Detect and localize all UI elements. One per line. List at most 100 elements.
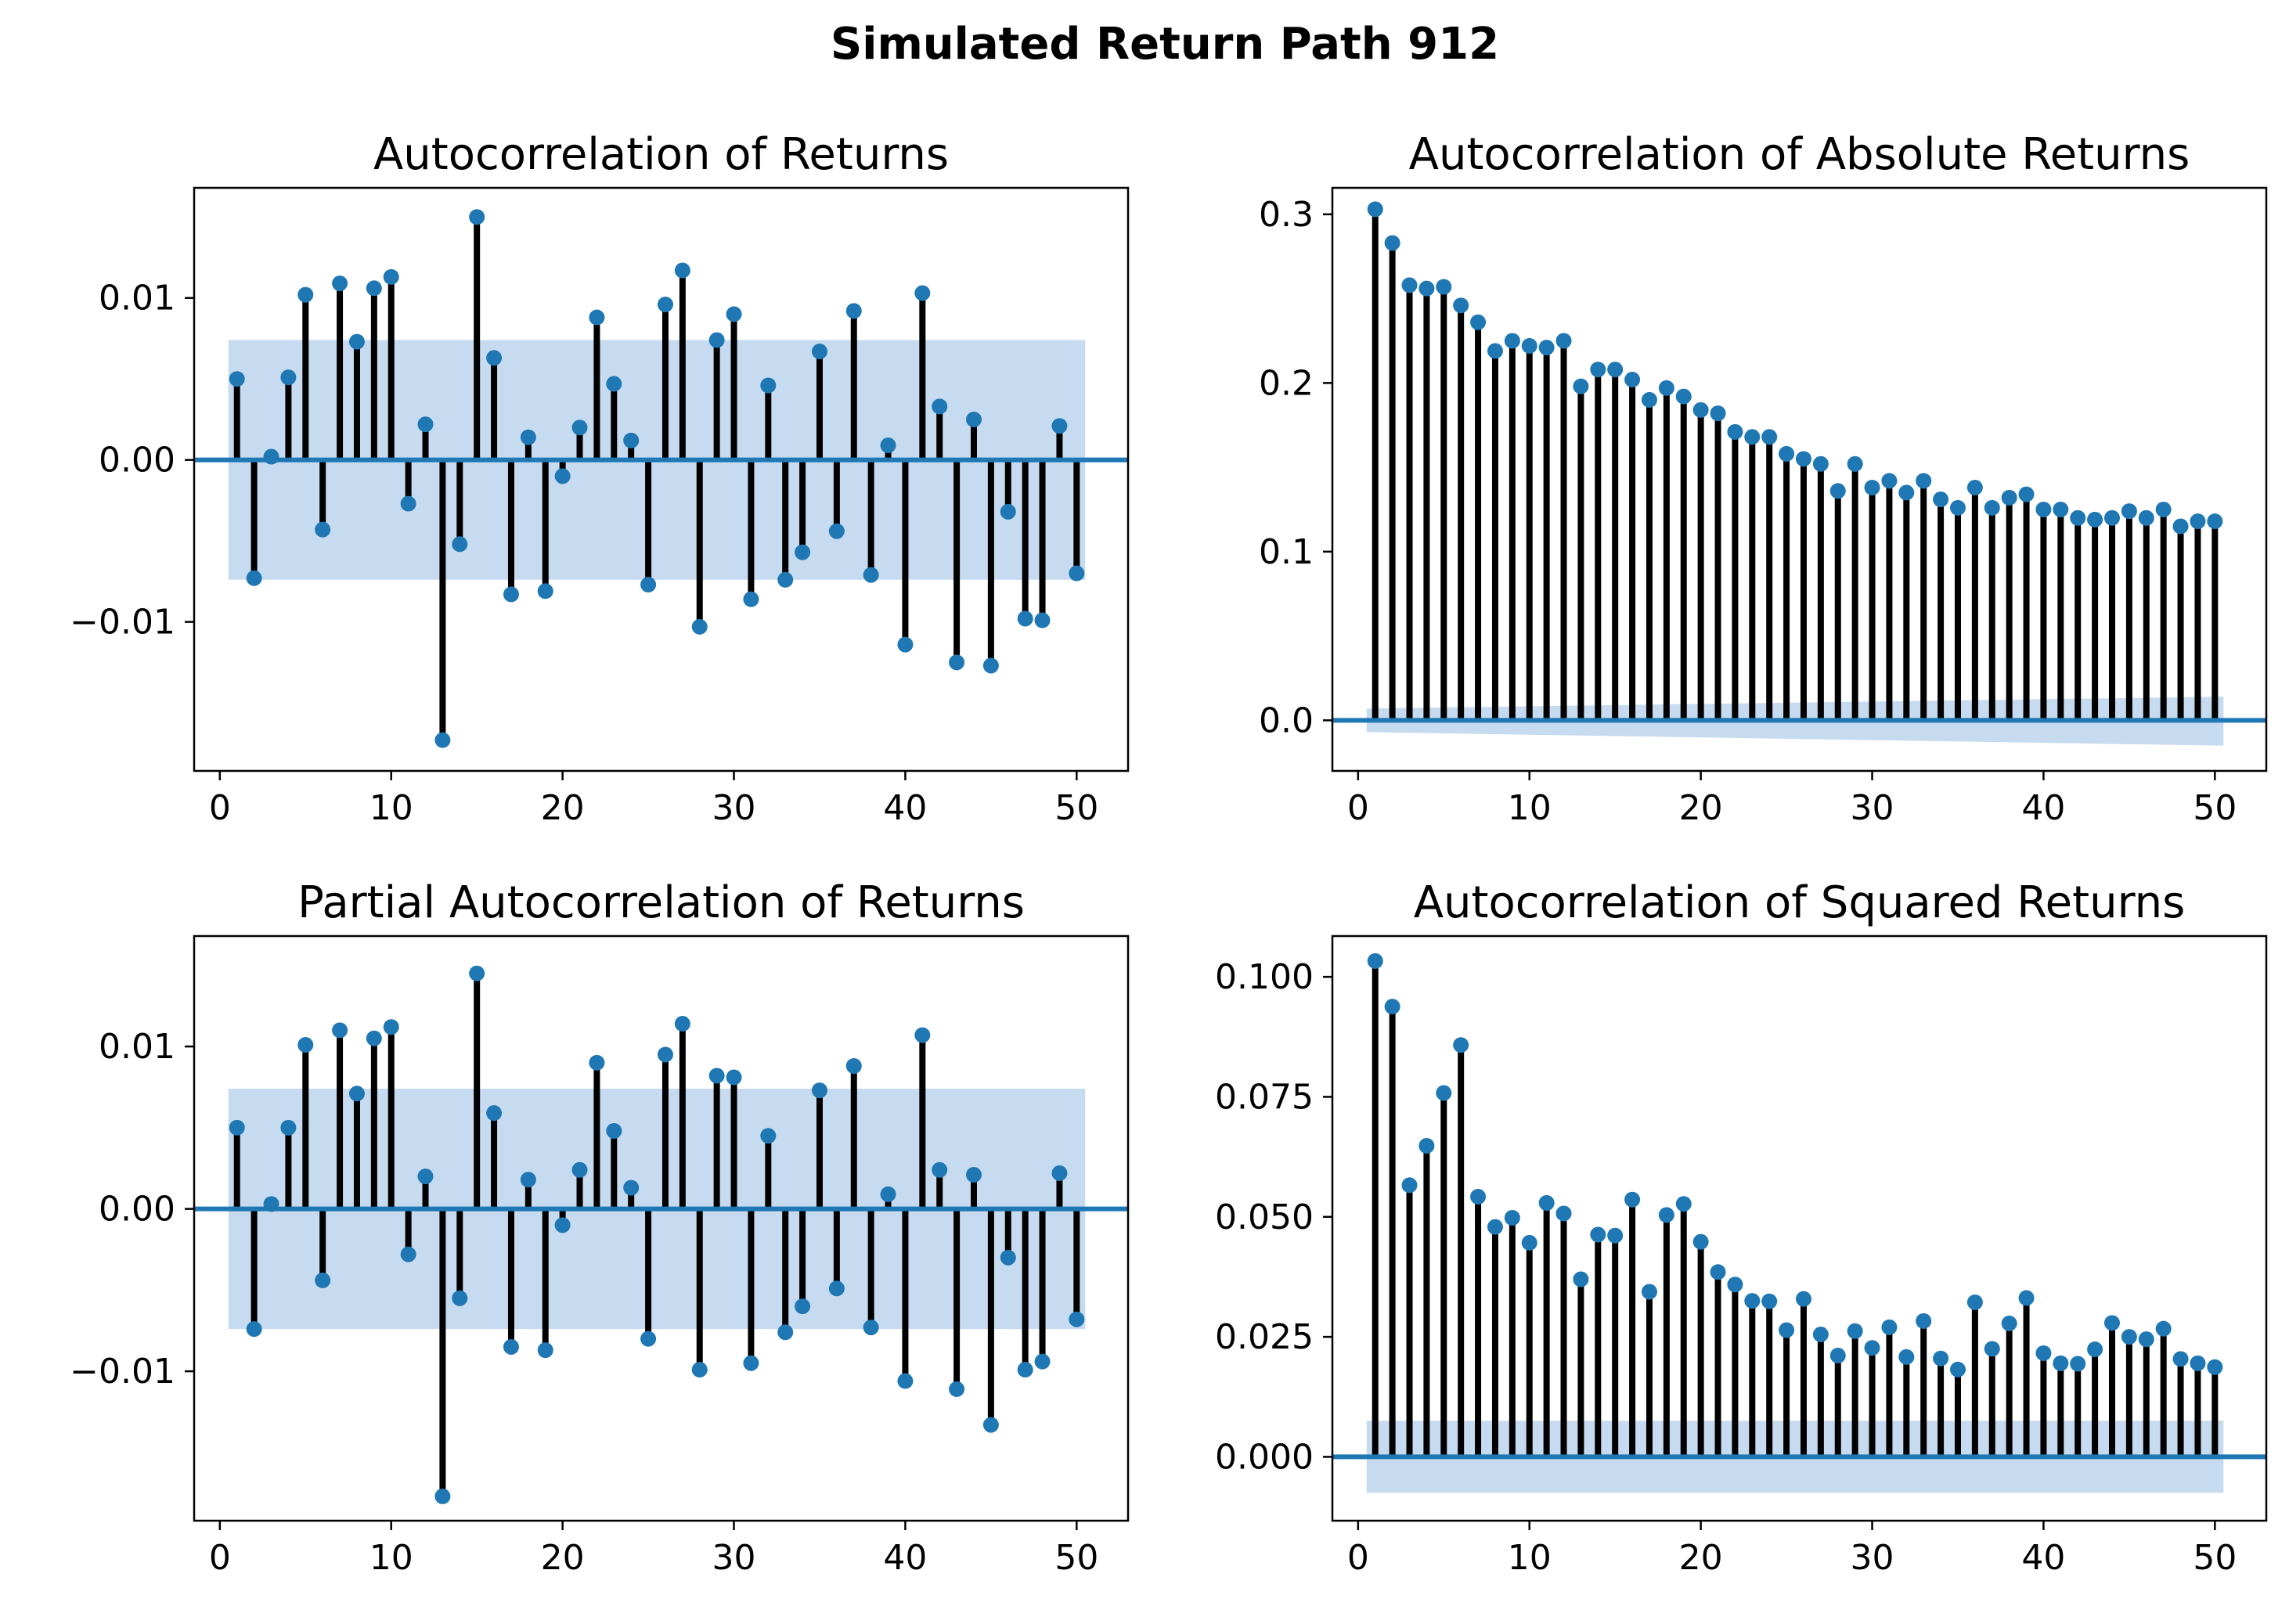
stem-marker <box>2087 511 2103 528</box>
stem-marker <box>2053 1355 2069 1371</box>
stem-marker <box>1966 1294 1983 1310</box>
stem-marker <box>1710 1264 1726 1280</box>
stem-marker <box>1401 277 1418 293</box>
stem-marker <box>1034 1353 1051 1370</box>
stem-marker <box>880 438 896 454</box>
stem-marker <box>795 544 811 560</box>
stem-marker <box>2018 1290 2035 1306</box>
stem-marker <box>743 1355 759 1371</box>
stem-marker <box>537 583 553 600</box>
stem-marker <box>503 586 519 603</box>
acf-returns-panel: Autocorrelation of Returns 0 10 20 30 40 50 −0.… <box>70 129 1130 828</box>
stem-marker <box>1881 473 1898 489</box>
stem-marker <box>1034 612 1051 628</box>
figure-title: Simulated Return Path 912 <box>831 19 1499 70</box>
stem-marker <box>452 536 468 553</box>
x-tick-label: 40 <box>883 1538 927 1578</box>
stem-marker <box>1744 429 1761 445</box>
stem-marker <box>1573 1271 1589 1287</box>
stem-marker <box>1984 499 2000 516</box>
y-tick-label: 0.01 <box>99 1027 175 1067</box>
stem-marker <box>1744 1293 1761 1309</box>
stem-marker <box>263 1196 279 1212</box>
stem-marker <box>1829 483 1846 499</box>
stem-marker <box>828 523 845 539</box>
x-tick-label: 20 <box>541 1538 585 1578</box>
x-tick-label: 30 <box>712 1538 756 1578</box>
stem-marker <box>640 577 657 593</box>
x-tick-label: 20 <box>541 788 585 828</box>
stem-marker <box>1933 1350 1949 1367</box>
stem-marker <box>2190 513 2206 530</box>
stem-marker <box>229 371 245 387</box>
stem-marker <box>1069 565 1085 582</box>
x-tick-label: 0 <box>1347 788 1369 828</box>
stem-marker <box>914 1027 931 1043</box>
stem-marker <box>297 286 314 303</box>
y-tick-label: 0.00 <box>99 1190 175 1230</box>
stem-marker <box>691 1362 708 1378</box>
stem-marker <box>1795 1291 1811 1307</box>
stem-marker <box>1864 1340 1880 1356</box>
stem-marker <box>1675 1196 1692 1212</box>
stem-marker <box>932 398 948 415</box>
axes-frame <box>193 934 1130 1522</box>
stem-marker <box>1607 1227 1624 1244</box>
stem-marker <box>691 618 708 635</box>
stem-marker <box>2172 1351 2189 1367</box>
axes-frame <box>1331 186 2268 772</box>
y-tick-label: 0.075 <box>1215 1077 1314 1117</box>
stem-marker <box>1710 405 1726 422</box>
stem-marker <box>674 262 690 279</box>
stem-marker <box>1949 499 1966 516</box>
stem-marker <box>1384 999 1400 1015</box>
stem-marker <box>366 280 382 297</box>
x-tick-label: 10 <box>1508 1538 1552 1578</box>
stem-marker <box>1624 372 1641 388</box>
acf-absolute-returns-panel: Autocorrelation of Absolute Returns 0 10 20… <box>1259 129 2268 828</box>
stem-marker <box>571 420 588 436</box>
stem-marker <box>1487 1219 1503 1235</box>
stem-marker <box>1692 401 1709 418</box>
stem-marker <box>828 1280 845 1297</box>
stem-marker <box>1418 1138 1435 1154</box>
stem-marker <box>897 636 914 653</box>
stem-marker <box>1658 1207 1674 1223</box>
stem-marker <box>2001 489 2017 506</box>
stem-marker <box>315 521 331 538</box>
y-tick-label: 0.00 <box>99 441 175 481</box>
stem-marker <box>1453 1037 1469 1053</box>
stem-marker <box>811 1082 827 1099</box>
stem-marker <box>1521 1234 1537 1251</box>
acf-squared-returns-title: Autocorrelation of Squared Returns <box>1414 877 2186 928</box>
stem-marker <box>1000 503 1016 520</box>
stem-marker <box>845 1058 862 1074</box>
stem-marker <box>1017 610 1033 627</box>
stem-marker <box>2138 1331 2154 1348</box>
stem-marker <box>1984 1341 2000 1357</box>
stem-marker <box>1779 1322 1795 1338</box>
stem-marker <box>606 1123 622 1139</box>
stem-marker <box>949 654 965 671</box>
x-tick-label: 50 <box>1054 1538 1098 1578</box>
y-tick-label: 0.2 <box>1259 363 1314 403</box>
stem-marker <box>965 1167 982 1183</box>
y-tick-label: 0.050 <box>1215 1197 1314 1237</box>
stem-marker <box>1470 1189 1487 1205</box>
stem-marker <box>1761 429 1778 445</box>
stem-marker <box>1436 279 1452 295</box>
stem-marker <box>1898 484 1915 501</box>
stem-marker <box>1436 1085 1452 1101</box>
stem-marker <box>606 376 622 392</box>
stem-marker <box>708 332 725 348</box>
stem-marker <box>2121 503 2137 520</box>
y-tick-label: 0.0 <box>1259 700 1314 740</box>
stem-marker <box>982 657 999 674</box>
x-tick-label: 0 <box>209 788 231 828</box>
stem-marker <box>2035 501 2052 517</box>
stem-marker <box>1487 343 1503 359</box>
stem-marker <box>417 1168 434 1185</box>
stem-marker <box>1051 418 1068 434</box>
stem-marker <box>708 1068 725 1084</box>
